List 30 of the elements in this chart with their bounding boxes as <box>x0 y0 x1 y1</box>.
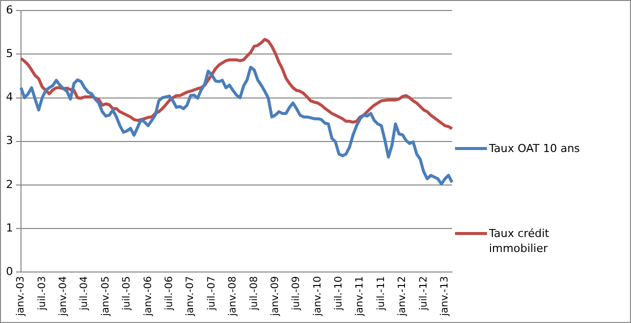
y-tick-label: 1 <box>6 221 13 234</box>
legend-label: Taux crédit immobilier <box>489 226 550 256</box>
x-tick-label: juil.-03 <box>36 276 48 312</box>
x-tick-label: janv.-13 <box>440 276 451 318</box>
x-tick-label: juil.-04 <box>79 276 90 312</box>
x-tick-label: juil.-08 <box>248 276 260 312</box>
x-tick-label: janv.-09 <box>270 276 281 318</box>
x-tick-label: juil.-07 <box>206 276 218 312</box>
x-tick-label: janv.-12 <box>397 276 408 318</box>
y-tick-label: 2 <box>6 178 13 191</box>
y-tick-label: 5 <box>6 47 13 60</box>
x-tick-label: juil.-12 <box>418 276 430 312</box>
x-tick-label: juil.-11 <box>376 276 387 312</box>
y-tick-label: 0 <box>6 264 13 278</box>
x-tick-label: juil.-09 <box>291 276 302 312</box>
x-tick-label: janv.-05 <box>100 276 112 318</box>
y-tick-label: 3 <box>6 134 13 148</box>
x-tick-label: janv.-04 <box>58 276 69 318</box>
y-tick-label: 4 <box>6 90 13 104</box>
x-tick-label: janv.-03 <box>16 276 27 318</box>
x-tick-label: juil.-05 <box>122 276 133 312</box>
y-tick-label: 6 <box>6 3 13 16</box>
x-tick-label: janv.-06 <box>142 276 154 318</box>
x-tick-label: juil.-10 <box>334 276 345 312</box>
legend-label: Taux OAT 10 ans <box>489 141 581 156</box>
x-tick-label: janv.-07 <box>185 276 196 318</box>
x-tick-label: janv.-08 <box>228 276 239 318</box>
x-tick-label: janv.-11 <box>354 276 366 318</box>
x-tick-label: juil.-06 <box>164 276 175 312</box>
x-tick-label: janv.-10 <box>312 276 324 318</box>
